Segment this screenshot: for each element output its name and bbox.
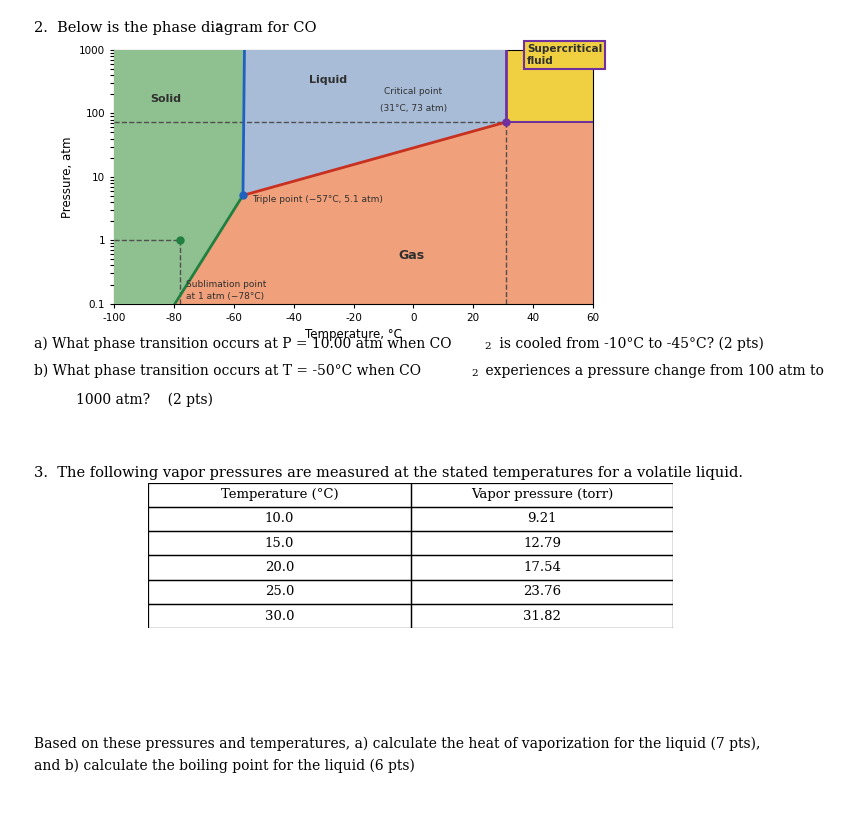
Polygon shape xyxy=(114,50,245,400)
Text: 2.  Below is the phase diagram for CO: 2. Below is the phase diagram for CO xyxy=(34,21,317,35)
Text: is cooled from -10°C to -45°C? (2 pts): is cooled from -10°C to -45°C? (2 pts) xyxy=(495,337,763,351)
Text: Critical point: Critical point xyxy=(385,87,442,97)
Text: b) What phase transition occurs at T = -50°C when CO: b) What phase transition occurs at T = -… xyxy=(34,364,421,378)
Text: Gas: Gas xyxy=(398,250,424,262)
Bar xyxy=(148,531,411,556)
Bar xyxy=(148,483,411,507)
Text: 1000 atm?    (2 pts): 1000 atm? (2 pts) xyxy=(76,393,213,407)
Bar xyxy=(148,556,411,580)
Text: 15.0: 15.0 xyxy=(265,537,294,550)
Bar xyxy=(411,531,673,556)
Text: 2: 2 xyxy=(216,23,222,32)
Bar xyxy=(148,580,411,604)
Polygon shape xyxy=(243,50,507,196)
Text: Liquid: Liquid xyxy=(309,75,347,85)
Bar xyxy=(411,604,673,628)
Text: 25.0: 25.0 xyxy=(265,585,294,598)
Text: 3.  The following vapor pressures are measured at the stated temperatures for a : 3. The following vapor pressures are mea… xyxy=(34,466,743,480)
Text: experiences a pressure change from 100 atm to: experiences a pressure change from 100 a… xyxy=(481,364,824,378)
Text: Vapor pressure (torr): Vapor pressure (torr) xyxy=(471,488,613,501)
Text: 20.0: 20.0 xyxy=(265,561,294,574)
Text: Temperature (°C): Temperature (°C) xyxy=(221,488,338,501)
Text: 17.54: 17.54 xyxy=(523,561,561,574)
Text: 12.79: 12.79 xyxy=(523,537,561,550)
Bar xyxy=(411,580,673,604)
Bar xyxy=(411,507,673,531)
Text: 2: 2 xyxy=(484,342,491,351)
Text: Solid: Solid xyxy=(150,94,181,104)
Text: 10.0: 10.0 xyxy=(265,513,294,526)
Text: Supercritical
fluid: Supercritical fluid xyxy=(527,44,602,66)
Text: 23.76: 23.76 xyxy=(523,585,562,598)
Text: at 1 atm (−78°C): at 1 atm (−78°C) xyxy=(186,292,264,300)
Bar xyxy=(148,507,411,531)
X-axis label: Temperature, °C: Temperature, °C xyxy=(305,329,402,341)
Text: 31.82: 31.82 xyxy=(523,610,561,622)
Y-axis label: Pressure, atm: Pressure, atm xyxy=(61,136,74,217)
Text: and b) calculate the boiling point for the liquid (6 pts): and b) calculate the boiling point for t… xyxy=(34,759,415,773)
Text: (31°C, 73 atm): (31°C, 73 atm) xyxy=(379,104,447,112)
Text: Based on these pressures and temperatures, a) calculate the heat of vaporization: Based on these pressures and temperature… xyxy=(34,736,761,750)
Text: Sublimation point: Sublimation point xyxy=(186,280,267,290)
Text: 9.21: 9.21 xyxy=(528,513,556,526)
Text: 30.0: 30.0 xyxy=(265,610,294,622)
Text: Triple point (−57°C, 5.1 atm): Triple point (−57°C, 5.1 atm) xyxy=(252,195,383,204)
Text: a) What phase transition occurs at P = 10.00 atm when CO: a) What phase transition occurs at P = 1… xyxy=(34,337,451,351)
Text: 2: 2 xyxy=(471,369,478,378)
Bar xyxy=(411,556,673,580)
Bar xyxy=(148,604,411,628)
Bar xyxy=(411,483,673,507)
